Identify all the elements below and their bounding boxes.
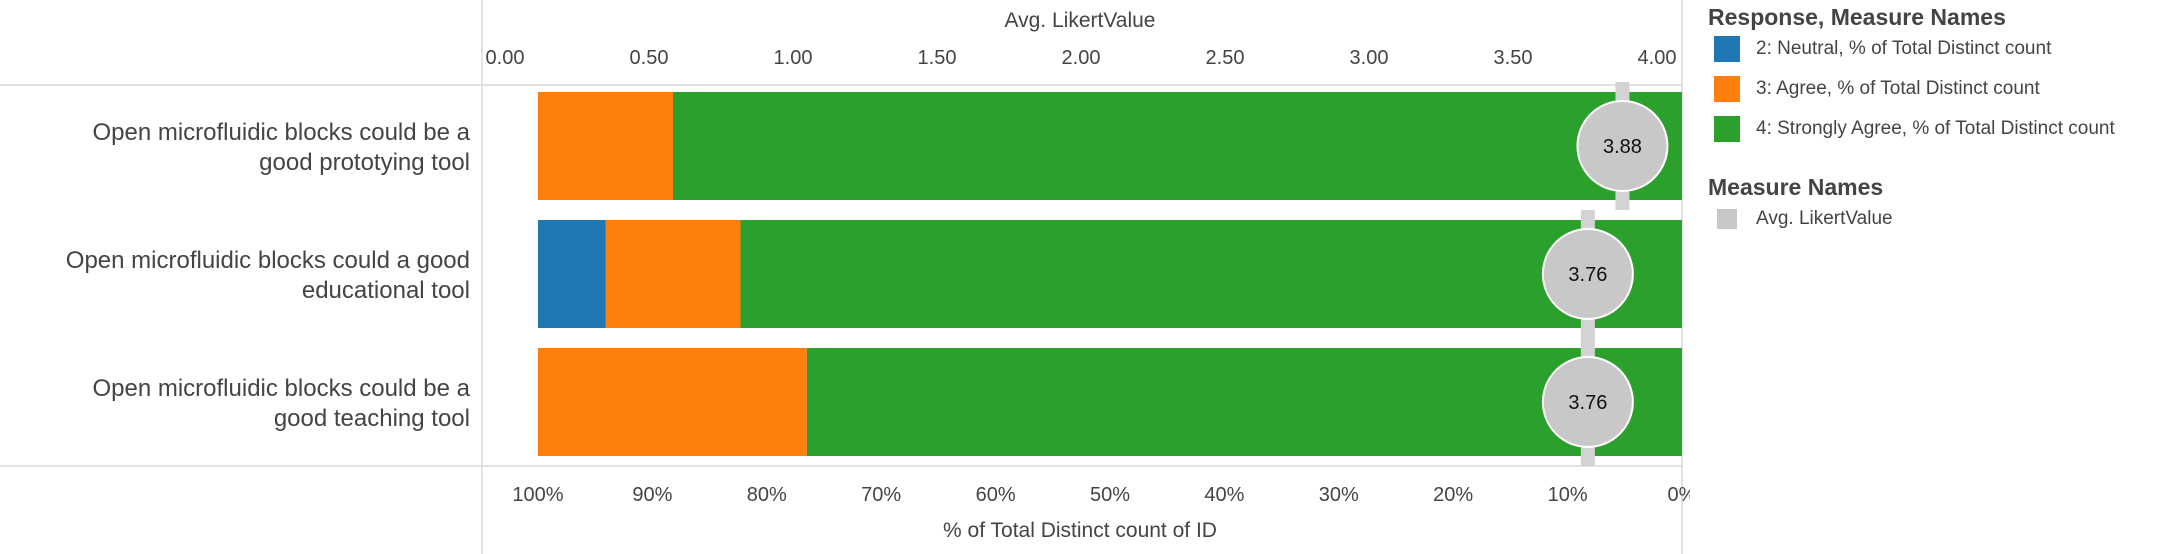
legend-swatch-neutral bbox=[1714, 36, 1740, 62]
avg-likert-label: 3.76 bbox=[1568, 264, 1607, 286]
top-tick-label: 1.50 bbox=[918, 47, 957, 69]
bottom-tick-label: 50% bbox=[1090, 484, 1130, 506]
legend-swatch-agree bbox=[1714, 76, 1740, 102]
bar-segment-neutral[interactable] bbox=[538, 220, 606, 328]
bottom-axis-ticks: 100% 90% 80% 70% 60% 50% 40% 30% 20% 10% 0% bbox=[512, 484, 1690, 506]
bottom-tick-label: 40% bbox=[1204, 484, 1244, 506]
top-tick-label: 4.00 bbox=[1638, 47, 1677, 69]
bottom-tick-label: 100% bbox=[512, 484, 563, 506]
legend-item-avg-likert[interactable]: Avg. LikertValue bbox=[1714, 204, 1893, 234]
legend-item-agree[interactable]: 3: Agree, % of Total Distinct count bbox=[1714, 74, 2040, 104]
top-tick-label: 0.50 bbox=[630, 47, 669, 69]
bar-segment-agree[interactable] bbox=[538, 348, 807, 456]
top-tick-label: 1.00 bbox=[774, 47, 813, 69]
top-tick-label: 0.00 bbox=[486, 47, 525, 69]
top-tick-label: 2.50 bbox=[1206, 47, 1245, 69]
row-label: Open microfluidic blocks could be a good … bbox=[92, 119, 470, 176]
bottom-tick-label: 0% bbox=[1668, 484, 1690, 506]
legend-label-strongly-agree: 4: Strongly Agree, % of Total Distinct c… bbox=[1756, 118, 2115, 139]
bars bbox=[538, 92, 1682, 456]
top-tick-label: 3.50 bbox=[1494, 47, 1533, 69]
bottom-tick-label: 60% bbox=[976, 484, 1016, 506]
top-axis-title: Avg. LikertValue bbox=[1005, 9, 1156, 32]
bottom-tick-label: 30% bbox=[1319, 484, 1359, 506]
bar-segment-agree[interactable] bbox=[538, 92, 673, 200]
top-tick-label: 3.00 bbox=[1350, 47, 1389, 69]
avg-likert-circle[interactable] bbox=[1541, 356, 1634, 448]
legend-title-measure-names: Measure Names bbox=[1708, 174, 1884, 200]
bar-segment-strongly-agree[interactable] bbox=[806, 348, 1682, 456]
bottom-tick-label: 90% bbox=[632, 484, 672, 506]
bar-segment-strongly-agree[interactable] bbox=[672, 92, 1682, 200]
avg-likert-circle[interactable] bbox=[1576, 100, 1669, 192]
avg-likert-label: 3.76 bbox=[1568, 392, 1607, 414]
bar-segment-strongly-agree[interactable] bbox=[740, 220, 1682, 328]
legend-swatch-avg-likert bbox=[1717, 209, 1737, 229]
bottom-axis-title: % of Total Distinct count of ID bbox=[943, 519, 1217, 542]
top-tick-label: 2.00 bbox=[1062, 47, 1101, 69]
avg-likert-marks: 3.88 3.76 3.76 bbox=[1541, 82, 1669, 466]
legend-label-neutral: 2: Neutral, % of Total Distinct count bbox=[1756, 38, 2052, 59]
bottom-tick-label: 80% bbox=[747, 484, 787, 506]
legend-label-agree: 3: Agree, % of Total Distinct count bbox=[1756, 78, 2040, 99]
legend-item-neutral[interactable]: 2: Neutral, % of Total Distinct count bbox=[1714, 34, 2051, 64]
legend-title-response: Response, Measure Names bbox=[1708, 4, 2006, 30]
stacked-bar-chart: Avg. LikertValue 0.00 0.50 1.00 1.50 2.00 2.5… bbox=[0, 0, 1690, 554]
row-label: Open microfluidic blocks could a good edu… bbox=[66, 247, 470, 304]
bottom-tick-label: 70% bbox=[861, 484, 901, 506]
top-axis-ticks: 0.00 0.50 1.00 1.50 2.00 2.50 3.00 3.50 4.00 bbox=[486, 47, 1677, 69]
legend-swatch-strongly-agree bbox=[1714, 116, 1740, 142]
legend-label-avg-likert: Avg. LikertValue bbox=[1756, 208, 1893, 229]
legend-item-strongly-agree[interactable]: 4: Strongly Agree, % of Total Distinct c… bbox=[1714, 114, 2115, 144]
avg-likert-circle[interactable] bbox=[1541, 228, 1634, 320]
avg-likert-label: 3.88 bbox=[1603, 136, 1642, 158]
bottom-tick-label: 10% bbox=[1548, 484, 1588, 506]
row-labels: Open microfluidic blocks could be a good … bbox=[66, 119, 471, 432]
bar-segment-agree[interactable] bbox=[605, 220, 741, 328]
row-label: Open microfluidic blocks could be a good … bbox=[92, 375, 470, 432]
bottom-tick-label: 20% bbox=[1433, 484, 1473, 506]
